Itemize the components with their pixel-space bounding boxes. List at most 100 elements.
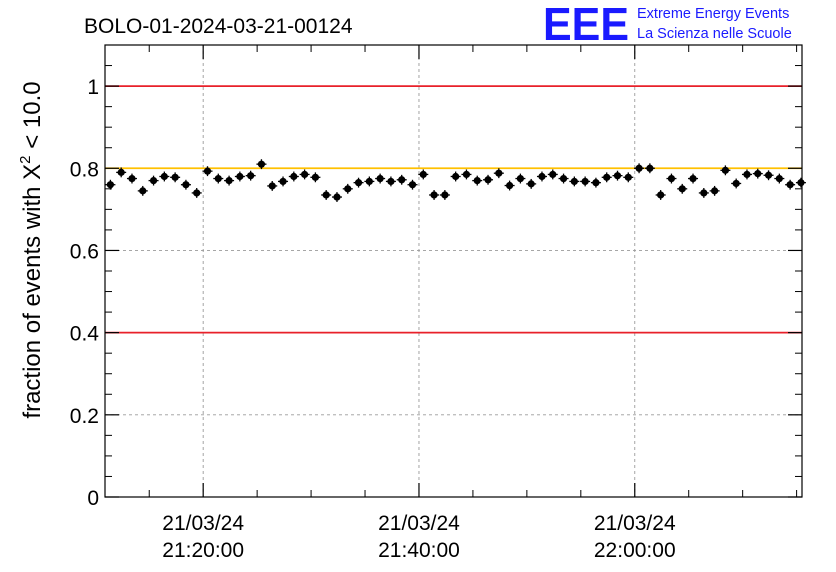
data-point — [159, 171, 170, 182]
data-marker — [214, 174, 222, 183]
data-point — [375, 173, 386, 184]
data-marker — [678, 185, 686, 193]
data-point — [558, 173, 569, 184]
grid-layer — [105, 45, 802, 497]
data-marker — [743, 170, 751, 179]
data-point — [688, 173, 699, 184]
data-marker — [473, 177, 481, 185]
data-point — [623, 172, 634, 183]
data-point — [752, 168, 763, 179]
data-point — [763, 170, 774, 181]
data-marker — [592, 179, 600, 187]
data-point — [709, 185, 720, 196]
data-point — [590, 177, 601, 188]
logo-line-2: La Scienza nelle Scuole — [637, 26, 792, 42]
data-point — [526, 178, 537, 189]
data-marker — [797, 179, 805, 187]
plot-frame — [104, 44, 803, 498]
data-point — [137, 185, 148, 196]
data-point — [493, 168, 504, 179]
data-point — [741, 169, 752, 180]
data-point — [191, 187, 202, 198]
data-point — [418, 169, 429, 180]
data-point — [213, 173, 224, 184]
data-marker — [398, 176, 406, 184]
data-point — [731, 178, 742, 189]
data-marker — [182, 181, 190, 189]
data-marker — [689, 174, 697, 183]
data-marker — [603, 173, 611, 181]
data-marker — [139, 187, 147, 195]
data-marker — [279, 177, 287, 186]
data-marker — [775, 174, 783, 183]
logo-mark: EEE — [543, 0, 629, 50]
data-marker — [538, 172, 546, 181]
y-tick-label: 0.2 — [70, 405, 99, 428]
data-marker — [786, 181, 794, 189]
data-point — [644, 163, 655, 174]
data-marker — [354, 179, 363, 187]
data-marker — [106, 181, 114, 189]
data-point — [256, 159, 267, 170]
data-marker — [128, 174, 136, 183]
data-point — [299, 169, 310, 180]
data-point — [126, 173, 137, 184]
data-marker — [667, 174, 676, 183]
data-point — [170, 172, 181, 183]
x-tick-time-label: 21:40:00 — [378, 539, 460, 562]
data-marker — [516, 174, 524, 183]
x-tick-date-label: 21/03/24 — [594, 512, 676, 535]
data-point — [785, 179, 796, 190]
data-point — [364, 176, 375, 187]
data-point — [698, 187, 709, 198]
data-point — [580, 176, 591, 187]
eee-logo: EEE Extreme Energy Events La Scienza nel… — [543, 0, 792, 50]
data-marker — [408, 181, 417, 189]
data-point — [245, 170, 256, 181]
data-point — [450, 171, 461, 182]
data-marker — [462, 170, 471, 179]
data-marker — [484, 176, 492, 184]
data-point — [331, 192, 342, 202]
data-marker — [732, 179, 740, 188]
data-point — [612, 170, 623, 181]
data-marker — [430, 191, 438, 199]
data-marker — [711, 187, 719, 195]
data-marker — [452, 172, 460, 181]
data-marker — [624, 173, 632, 181]
data-marker — [764, 171, 773, 179]
data-point — [234, 171, 245, 182]
data-point — [148, 175, 159, 186]
x-tick-time-label: 22:00:00 — [594, 539, 676, 562]
data-point — [666, 173, 677, 184]
data-point — [342, 183, 353, 194]
data-marker — [268, 182, 276, 190]
data-marker — [721, 166, 729, 174]
data-point — [353, 177, 364, 188]
data-marker — [149, 177, 158, 185]
data-point — [655, 190, 666, 200]
data-marker — [171, 173, 179, 181]
data-marker — [311, 173, 319, 181]
data-point — [429, 190, 440, 200]
chart-title: BOLO-01-2024-03-21-00124 — [84, 15, 353, 38]
data-marker — [700, 189, 708, 197]
data-marker — [117, 168, 125, 176]
data-point — [569, 176, 580, 187]
axis-ticks — [105, 45, 802, 498]
data-marker — [657, 191, 665, 199]
data-point — [202, 166, 213, 177]
data-marker — [193, 189, 201, 197]
data-point — [180, 179, 191, 190]
data-point — [116, 167, 127, 178]
y-tick-label: 0.6 — [70, 240, 99, 263]
data-point — [677, 183, 688, 194]
data-marker — [376, 174, 384, 183]
data-marker — [441, 191, 449, 199]
data-marker — [236, 172, 244, 181]
data-point — [504, 180, 515, 191]
data-point — [267, 181, 278, 191]
data-marker — [559, 174, 568, 183]
data-point — [105, 179, 116, 190]
